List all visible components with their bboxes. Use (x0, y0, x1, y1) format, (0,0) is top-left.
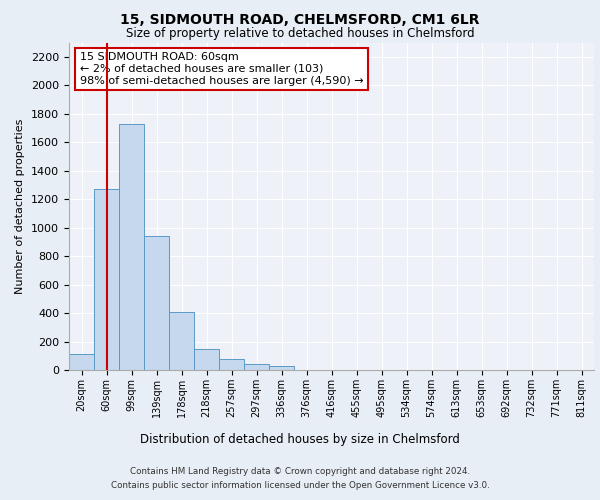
Bar (94, 189, 119, 370)
Bar (119, 124, 144, 370)
Text: Distribution of detached houses by size in Chelmsford: Distribution of detached houses by size … (140, 432, 460, 446)
Text: 15, SIDMOUTH ROAD, CHELMSFORD, CM1 6LR: 15, SIDMOUTH ROAD, CHELMSFORD, CM1 6LR (120, 12, 480, 26)
Bar (244, 364, 269, 370)
Text: 15 SIDMOUTH ROAD: 60sqm
← 2% of detached houses are smaller (103)
98% of semi-de: 15 SIDMOUTH ROAD: 60sqm ← 2% of detached… (79, 52, 363, 86)
Text: Contains HM Land Registry data © Crown copyright and database right 2024.: Contains HM Land Registry data © Crown c… (130, 468, 470, 476)
Y-axis label: Number of detached properties: Number of detached properties (16, 118, 25, 294)
Bar (219, 358, 244, 370)
Bar (69, 354, 94, 370)
Text: Contains public sector information licensed under the Open Government Licence v3: Contains public sector information licen… (110, 481, 490, 490)
Text: Size of property relative to detached houses in Chelmsford: Size of property relative to detached ho… (125, 28, 475, 40)
Bar (169, 312, 194, 370)
Bar (269, 366, 294, 370)
Bar (144, 236, 169, 370)
Bar (194, 348, 219, 370)
